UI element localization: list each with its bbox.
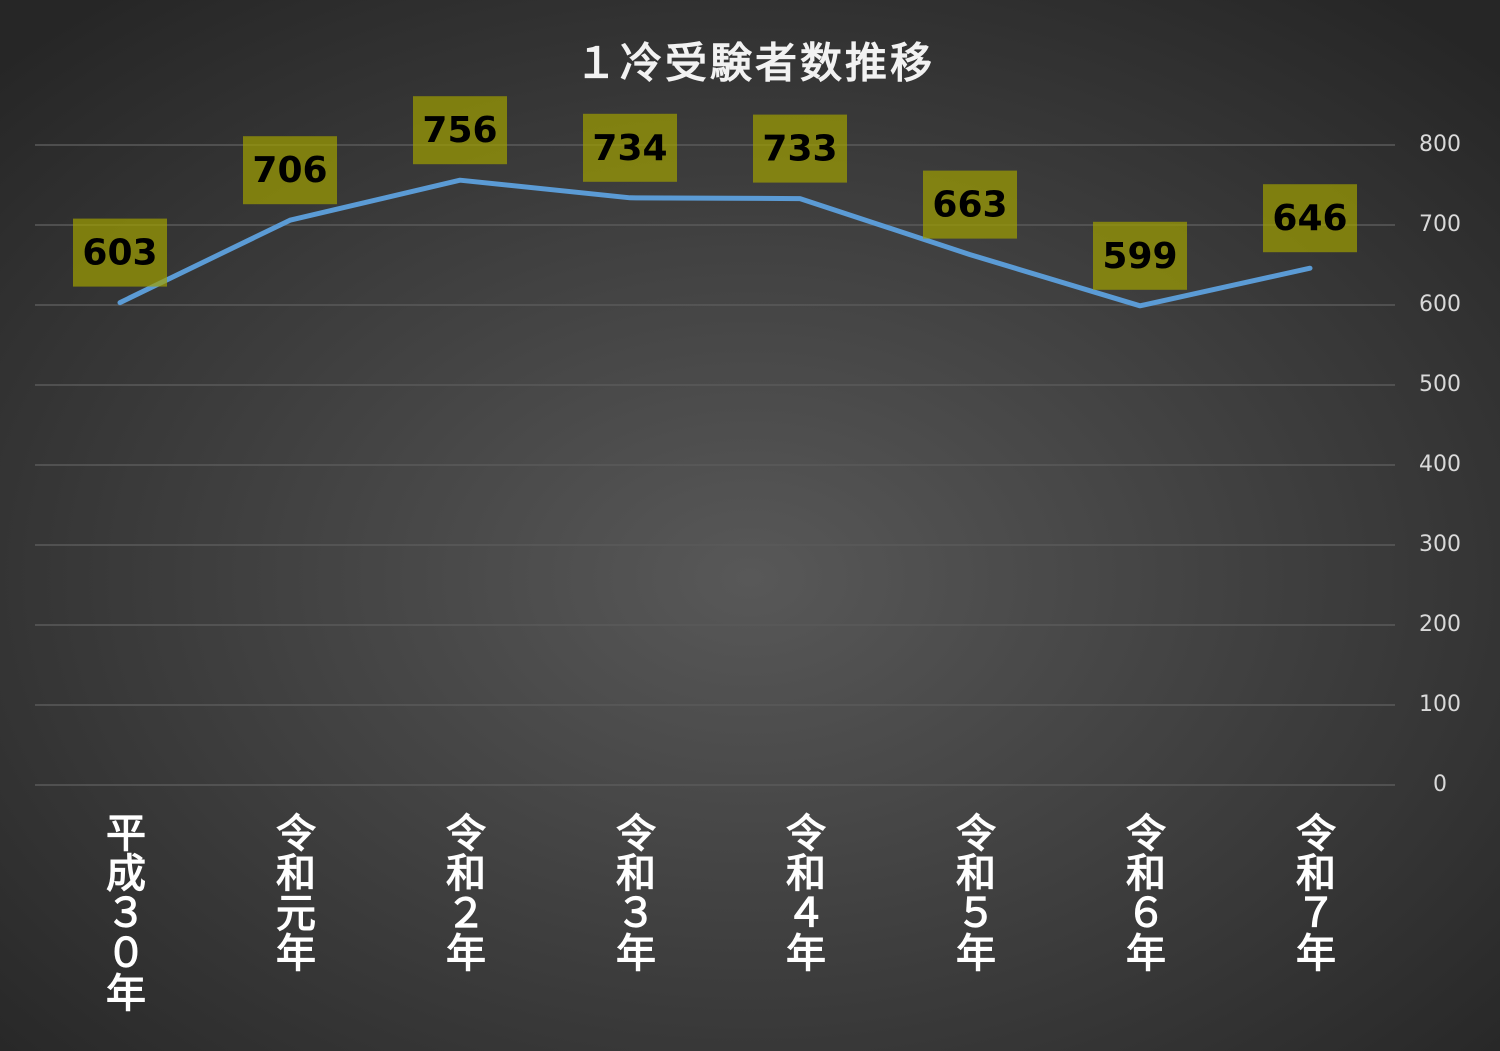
value-label-box <box>73 218 167 287</box>
x-tick-label: 令和元年 <box>269 812 316 972</box>
chart-title: １冷受験者数推移 <box>575 39 935 88</box>
y-tick-label: 200 <box>1419 612 1461 637</box>
y-tick-label: 500 <box>1419 372 1461 397</box>
value-label-box <box>413 96 507 165</box>
value-label-box <box>243 136 337 205</box>
value-label-box <box>1093 221 1187 290</box>
value-label: 706 <box>252 150 327 191</box>
value-label: 599 <box>1102 236 1177 277</box>
x-tick-label: 令和７年 <box>1289 812 1336 972</box>
y-tick-label: 300 <box>1419 532 1461 557</box>
y-tick-label: 400 <box>1419 452 1461 477</box>
y-tick-label: 0 <box>1433 772 1447 797</box>
value-label: 734 <box>592 128 667 169</box>
x-tick-label: 平成３０年 <box>99 812 146 1012</box>
x-tick-label: 令和６年 <box>1119 812 1166 972</box>
x-tick-label: 令和４年 <box>779 812 826 972</box>
y-tick-label: 100 <box>1419 692 1461 717</box>
x-tick-label: 令和５年 <box>949 812 996 972</box>
x-tick-label: 令和２年 <box>439 812 486 972</box>
value-label: 646 <box>1272 198 1347 239</box>
y-tick-label: 700 <box>1419 212 1461 237</box>
y-tick-label: 600 <box>1419 292 1461 317</box>
value-label-box <box>1263 184 1357 253</box>
value-label: 733 <box>762 129 837 170</box>
y-tick-label: 800 <box>1419 132 1461 157</box>
value-label-box <box>923 170 1017 239</box>
value-label: 603 <box>82 233 157 274</box>
x-tick-label: 令和３年 <box>609 812 656 972</box>
value-label-box <box>583 113 677 182</box>
value-label-box <box>753 114 847 183</box>
value-label: 756 <box>422 110 497 151</box>
value-label: 663 <box>932 185 1007 226</box>
line <box>117 177 1313 309</box>
